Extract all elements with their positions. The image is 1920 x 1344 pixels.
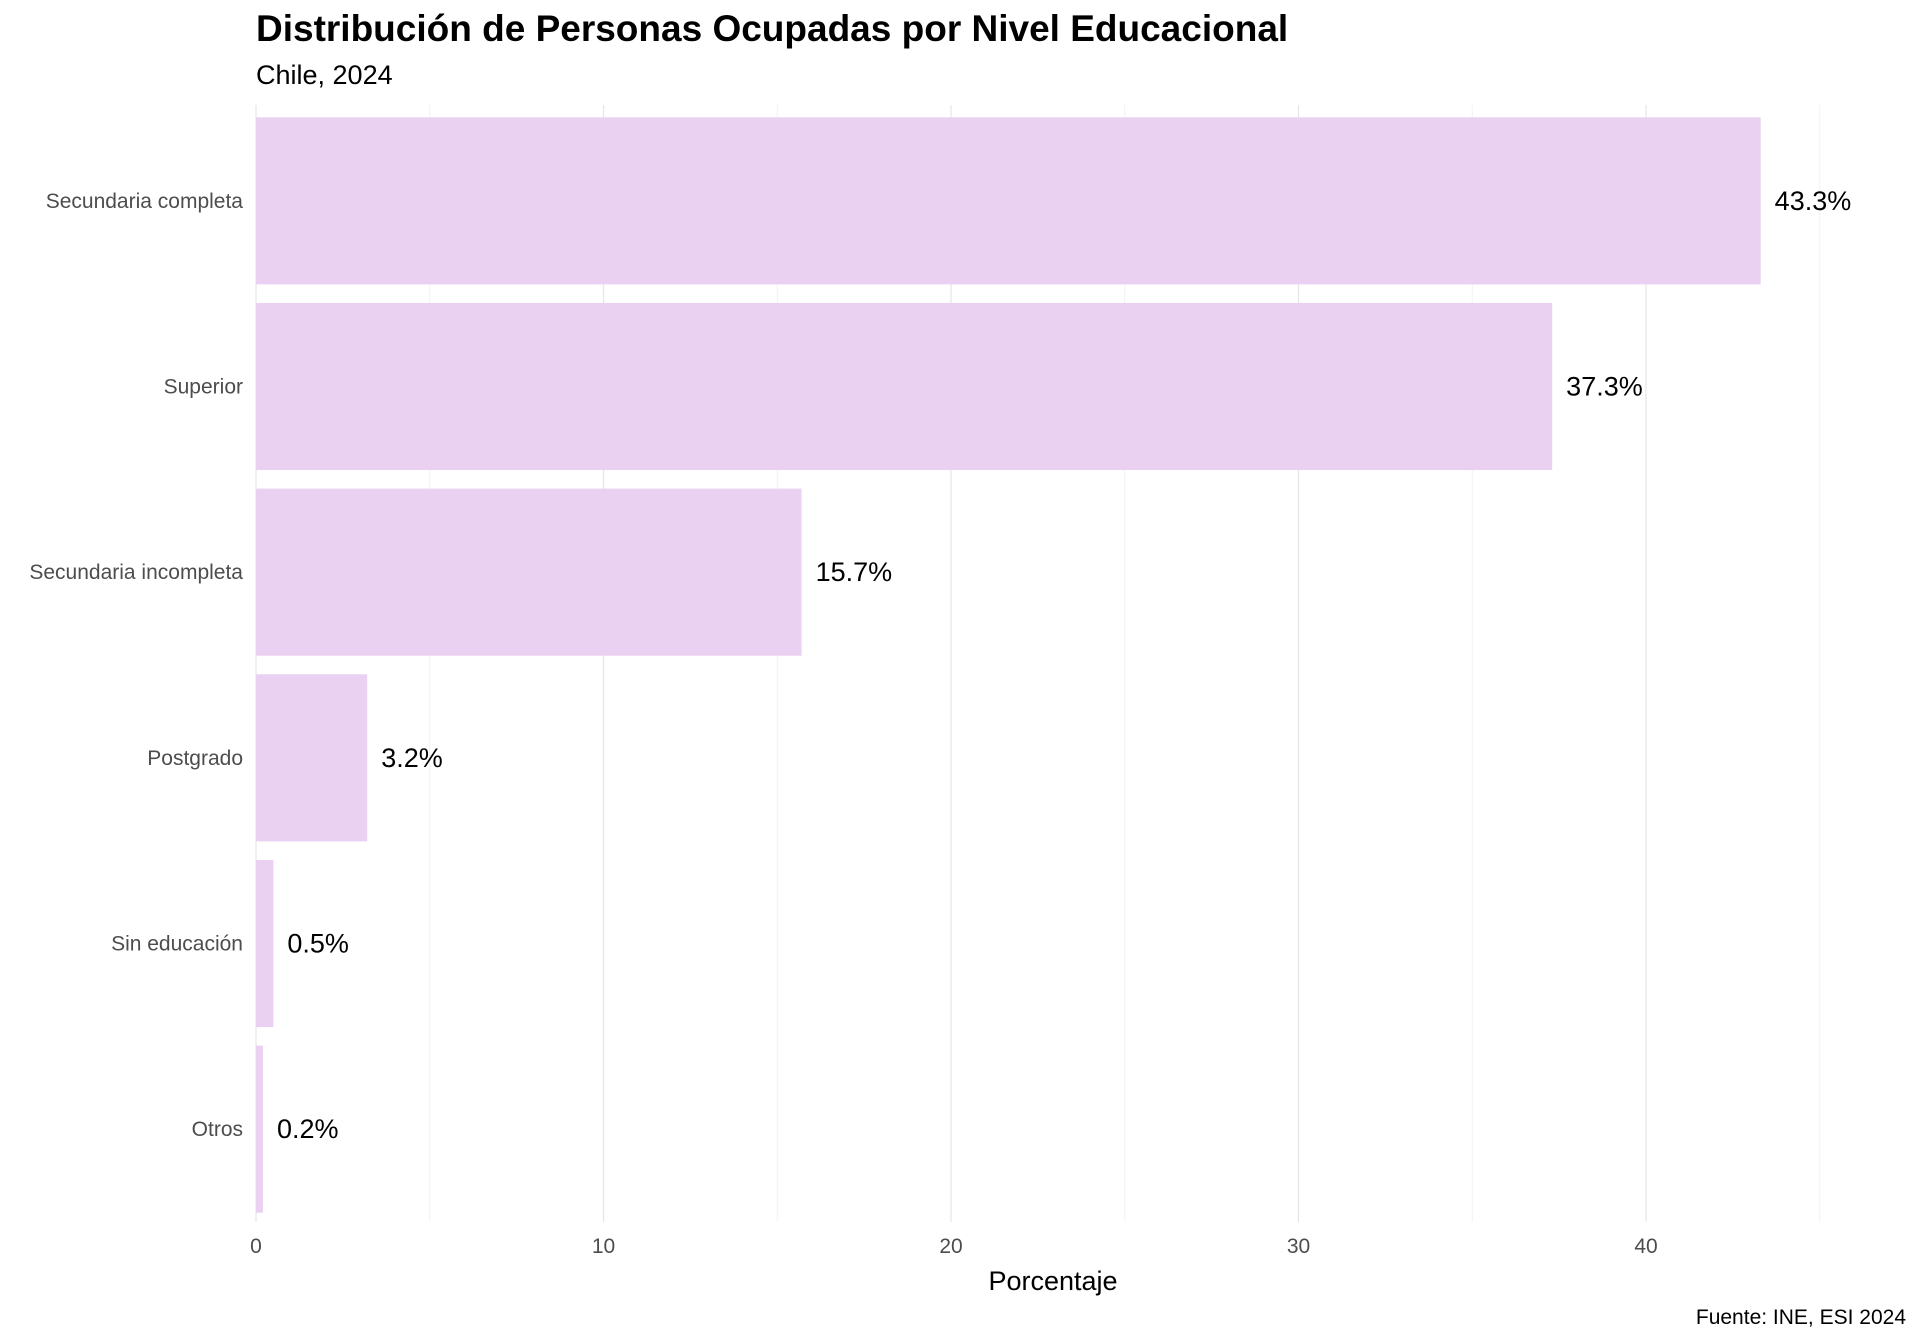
x-tick-label: 20 [939,1235,962,1258]
x-axis-label: Porcentaje [988,1266,1117,1296]
chart-subtitle: Chile, 2024 [256,60,393,90]
x-tick-label: 0 [250,1235,262,1258]
data-label: 15.7% [816,557,893,587]
bar-otros [256,1045,263,1213]
bar-secundaria-completa [256,117,1761,285]
data-label: 0.2% [277,1114,339,1144]
y-tick-label: Otros [192,1118,243,1141]
x-tick-label: 40 [1634,1235,1657,1258]
gridlines [255,105,1821,1222]
bars [256,117,1761,1213]
data-label: 3.2% [381,743,443,773]
x-tick-label: 30 [1287,1235,1310,1258]
x-axis-tick-labels: 0 10 20 30 40 [250,1235,1658,1258]
bar-postgrado [256,674,368,842]
data-label: 0.5% [287,929,349,959]
bar-sin-educación [256,859,274,1028]
y-tick-label: Sin educación [111,933,243,956]
data-label: 43.3% [1775,186,1852,216]
data-labels: 43.3% 37.3% 15.7% 3.2% 0.5% 0.2% [277,186,1851,1144]
y-tick-label: Postgrado [147,747,243,770]
y-tick-label: Superior [164,376,243,399]
chart-title: Distribución de Personas Ocupadas por Ni… [256,8,1289,49]
bar-superior [256,302,1553,471]
y-axis-tick-labels: Secundaria completa Superior Secundaria in… [29,190,243,1141]
source-caption: Fuente: INE, ESI 2024 [1695,1306,1906,1329]
y-tick-label: Secundaria incompleta [29,561,243,584]
bar-secundaria-incompleta [256,488,802,656]
data-label: 37.3% [1566,372,1643,402]
x-tick-label: 10 [592,1235,615,1258]
y-tick-label: Secundaria completa [46,190,244,213]
